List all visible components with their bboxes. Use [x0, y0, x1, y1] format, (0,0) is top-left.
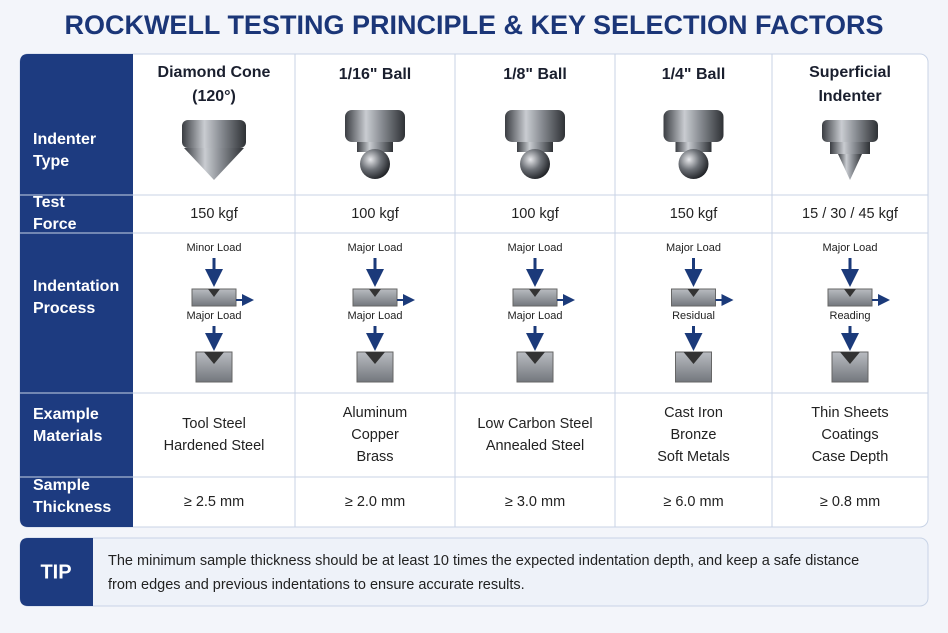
- indenter-tip: [838, 154, 862, 180]
- material: Aluminum: [343, 405, 407, 421]
- indenter-head: [505, 110, 565, 142]
- material: Soft Metals: [657, 449, 730, 465]
- material: Cast Iron: [664, 405, 723, 421]
- process-label: Major Load: [822, 242, 877, 254]
- indenter-neck: [517, 142, 553, 152]
- material: Annealed Steel: [486, 438, 584, 454]
- indenter-ball: [520, 149, 550, 179]
- column-header: Diamond Cone: [158, 64, 271, 81]
- indent: [529, 289, 541, 297]
- thickness: ≥ 2.0 mm: [345, 494, 405, 510]
- material: Copper: [351, 427, 399, 443]
- label-column: [20, 54, 133, 527]
- indenter-head: [182, 120, 246, 148]
- process-label: Residual: [672, 310, 715, 322]
- table-frame: [19, 53, 929, 528]
- indent: [365, 352, 385, 364]
- column-header: (120°): [192, 88, 236, 105]
- process-label: Major Load: [347, 242, 402, 254]
- indent: [683, 352, 704, 364]
- material: Coatings: [821, 427, 878, 443]
- indenter-ball: [678, 149, 709, 179]
- thickness: ≥ 6.0 mm: [663, 494, 723, 510]
- material: Low Carbon Steel: [477, 416, 592, 432]
- row-label: Test: [33, 194, 65, 211]
- indent: [687, 289, 700, 297]
- indent: [208, 289, 220, 297]
- test-force: 100 kgf: [351, 206, 400, 222]
- process-label: Major Load: [507, 242, 562, 254]
- process-label: Reading: [830, 310, 871, 322]
- indent: [204, 352, 224, 364]
- thickness: ≥ 2.5 mm: [184, 494, 244, 510]
- test-force: 150 kgf: [670, 206, 719, 222]
- column-header: 1/16" Ball: [339, 66, 412, 83]
- column-header: 1/4" Ball: [662, 66, 726, 83]
- material: Brass: [356, 449, 393, 465]
- process-label: Major Load: [347, 310, 402, 322]
- indent: [525, 352, 545, 364]
- tip-label: TIP: [40, 561, 71, 583]
- tip-text: from edges and previous indentations to …: [108, 577, 525, 593]
- indenter-neck: [357, 142, 393, 152]
- material: Thin Sheets: [811, 405, 888, 421]
- tip-box: [19, 537, 929, 607]
- title: ROCKWELL TESTING PRINCIPLE & KEY SELECTI…: [64, 10, 883, 40]
- column-header: 1/8" Ball: [503, 66, 567, 83]
- indenter-ball: [360, 149, 390, 179]
- column-header: Superficial: [809, 64, 891, 81]
- row-label: Indenter: [33, 131, 96, 148]
- indent: [840, 352, 860, 364]
- material: Bronze: [671, 427, 717, 443]
- indenter-tip: [184, 148, 244, 180]
- material: Hardened Steel: [164, 438, 265, 454]
- process-label: Minor Load: [186, 242, 241, 254]
- thickness: ≥ 3.0 mm: [505, 494, 565, 510]
- indent: [369, 289, 381, 297]
- indenter-head: [345, 110, 405, 142]
- row-label: Thickness: [33, 499, 111, 516]
- row-label: Sample: [33, 477, 90, 494]
- row-label: Type: [33, 153, 69, 170]
- row-label: Materials: [33, 428, 102, 445]
- row-label: Force: [33, 216, 77, 233]
- indent: [844, 289, 856, 297]
- tip-badge: [20, 538, 93, 606]
- process-label: Major Load: [507, 310, 562, 322]
- indenter-neck: [830, 142, 870, 154]
- indenter-neck: [675, 142, 712, 152]
- test-force: 150 kgf: [190, 206, 239, 222]
- column-header: Indenter: [818, 88, 881, 105]
- row-label: Example: [33, 406, 99, 423]
- indenter-head: [663, 110, 724, 142]
- material: Tool Steel: [182, 416, 246, 432]
- row-label: Process: [33, 300, 95, 317]
- tip-text: The minimum sample thickness should be a…: [108, 553, 859, 569]
- row-label: Indentation: [33, 278, 119, 295]
- thickness: ≥ 0.8 mm: [820, 494, 880, 510]
- process-label: Major Load: [666, 242, 721, 254]
- test-force: 100 kgf: [511, 206, 560, 222]
- process-label: Major Load: [186, 310, 241, 322]
- test-force: 15 / 30 / 45 kgf: [802, 206, 899, 222]
- indenter-head: [822, 120, 878, 142]
- material: Case Depth: [812, 449, 889, 465]
